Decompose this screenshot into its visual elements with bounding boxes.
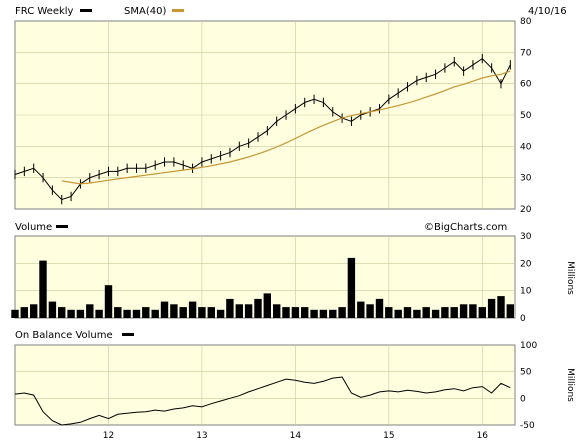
volume-bar [11,309,19,318]
sma-legend-swatch [172,9,184,12]
volume-bar [394,309,402,318]
volume-bar [207,307,215,318]
volume-bar [282,307,290,318]
volume-bar [450,307,458,318]
volume-bar [338,307,346,318]
volume-bar [329,309,337,318]
y-tick-label: 70 [520,48,532,58]
volume-bar [226,298,234,318]
volume-bar [366,304,374,318]
volume-ylabel: Millions [565,261,575,295]
volume-bar [403,307,412,318]
sma-line [61,70,511,185]
volume-bar [170,304,178,318]
volume-bar [30,304,38,318]
volume-bar [188,301,197,318]
volume-bar [151,309,159,318]
volume-bar [422,307,430,318]
y-tick-label: 30 [520,232,532,242]
volume-bar [478,307,486,318]
y-tick-label: 0 [520,394,526,404]
volume-label: Volume [15,222,52,233]
volume-bar [273,304,281,318]
watermark: ©BigCharts.com [424,222,507,233]
x-tick-label: 12 [103,431,114,441]
volume-bar [431,309,440,318]
volume-legend-swatch [56,225,68,228]
chart-date: 4/10/16 [528,6,567,17]
volume-bar [142,307,150,318]
volume-bar [385,307,393,318]
x-tick-label: 14 [290,431,302,441]
y-tick-label: -50 [520,421,535,431]
y-tick-label: 50 [520,368,532,378]
volume-bar [58,307,66,318]
volume-bar [235,304,243,318]
obv-label: On Balance Volume [15,330,113,341]
volume-bar [114,307,122,318]
volume-bar [310,309,318,318]
volume-bar [76,309,85,318]
volume-bar [319,309,328,318]
obv-line [14,376,511,426]
volume-bar [179,307,187,318]
obv-ylabel: Millions [565,368,575,402]
y-tick-label: 50 [520,111,532,121]
volume-bar [67,309,75,318]
volume-bar [20,307,28,318]
price-line [14,57,511,201]
y-tick-label: 10 [520,287,532,297]
volume-bar [506,304,514,318]
volume-bar [459,304,468,318]
volume-bar [39,260,47,318]
volume-bar [301,307,309,318]
volume-bar [95,309,103,318]
y-tick-label: 60 [520,80,532,90]
volume-bar [487,298,496,318]
volume-bar [291,307,300,318]
x-tick-label: 15 [383,431,394,441]
y-tick-label: 20 [520,205,532,215]
volume-bar [198,307,206,318]
volume-bar [263,293,271,318]
volume-bar [469,304,477,318]
obv-legend-swatch [122,333,134,336]
volume-bar [132,309,141,318]
y-tick-label: 80 [520,17,532,27]
y-tick-label: 20 [520,259,532,269]
volume-bar [48,301,57,318]
volume-bar [254,298,262,318]
symbol-label: FRC Weekly [15,6,74,17]
volume-bar [216,309,225,318]
volume-bar [441,307,449,318]
y-tick-label: 100 [520,341,537,351]
volume-bar [244,304,253,318]
volume-bar [375,298,384,318]
volume-bar [86,304,94,318]
volume-bar [497,296,505,318]
y-tick-label: 0 [520,314,526,324]
volume-bar [357,301,365,318]
volume-bar [347,257,356,318]
sma-label: SMA(40) [124,6,166,17]
y-tick-label: 30 [520,174,532,184]
obv-panel [14,344,516,426]
price-legend-swatch [80,9,92,12]
x-tick-label: 16 [477,431,489,441]
x-tick-label: 13 [196,431,207,441]
volume-bar [413,309,421,318]
volume-bar [123,309,131,318]
y-tick-label: 40 [520,142,532,152]
volume-bar [160,301,169,318]
volume-bar [104,285,113,318]
